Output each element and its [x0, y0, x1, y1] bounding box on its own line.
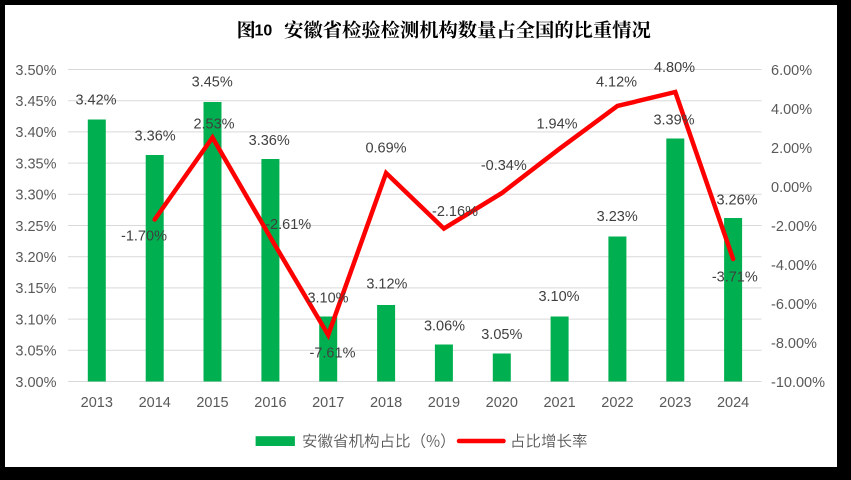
svg-text:-7.61%: -7.61%	[310, 345, 356, 361]
svg-text:3.50%: 3.50%	[15, 63, 56, 79]
svg-text:3.25%: 3.25%	[15, 219, 56, 235]
svg-text:3.45%: 3.45%	[192, 75, 233, 91]
svg-text:6.00%: 6.00%	[771, 63, 812, 79]
svg-text:3.00%: 3.00%	[15, 375, 56, 391]
svg-text:3.36%: 3.36%	[249, 133, 290, 149]
svg-text:2018: 2018	[370, 395, 402, 411]
svg-text:2019: 2019	[428, 395, 460, 411]
svg-text:2017: 2017	[312, 395, 344, 411]
svg-text:3.23%: 3.23%	[597, 209, 638, 225]
svg-text:3.40%: 3.40%	[15, 125, 56, 141]
svg-text:2023: 2023	[659, 395, 691, 411]
svg-text:2024: 2024	[717, 395, 749, 411]
svg-text:3.05%: 3.05%	[15, 344, 56, 360]
svg-text:2016: 2016	[254, 395, 286, 411]
svg-text:1.94%: 1.94%	[536, 116, 577, 132]
svg-text:-1.70%: -1.70%	[121, 228, 167, 244]
svg-text:2014: 2014	[139, 395, 171, 411]
svg-text:2013: 2013	[81, 395, 113, 411]
svg-text:-10.00%: -10.00%	[771, 375, 825, 391]
svg-text:3.12%: 3.12%	[366, 277, 407, 293]
svg-text:3.20%: 3.20%	[15, 250, 56, 266]
svg-text:3.42%: 3.42%	[75, 92, 116, 108]
svg-text:-2.61%: -2.61%	[265, 217, 311, 233]
svg-text:3.10%: 3.10%	[307, 290, 348, 306]
svg-text:3.36%: 3.36%	[135, 128, 176, 144]
svg-text:4.80%: 4.80%	[654, 60, 695, 76]
svg-text:-3.71%: -3.71%	[712, 269, 758, 285]
svg-text:3.45%: 3.45%	[15, 94, 56, 110]
svg-text:3.35%: 3.35%	[15, 156, 56, 172]
svg-text:3.39%: 3.39%	[653, 112, 694, 128]
svg-text:0.00%: 0.00%	[771, 180, 812, 196]
svg-text:2.53%: 2.53%	[193, 117, 234, 133]
svg-text:-8.00%: -8.00%	[771, 336, 817, 352]
svg-text:3.10%: 3.10%	[15, 312, 56, 328]
svg-text:0.69%: 0.69%	[365, 141, 406, 157]
svg-text:2021: 2021	[543, 395, 575, 411]
svg-text:2.00%: 2.00%	[771, 141, 812, 157]
svg-text:3.05%: 3.05%	[481, 327, 522, 343]
svg-text:3.15%: 3.15%	[15, 281, 56, 297]
svg-text:2020: 2020	[486, 395, 518, 411]
svg-text:-4.00%: -4.00%	[771, 258, 817, 274]
svg-text:3.06%: 3.06%	[424, 319, 465, 335]
svg-text:-0.34%: -0.34%	[481, 158, 527, 174]
svg-text:10: 10	[255, 23, 273, 40]
svg-text:3.30%: 3.30%	[15, 188, 56, 204]
svg-text:4.00%: 4.00%	[771, 102, 812, 118]
svg-text:-6.00%: -6.00%	[771, 297, 817, 313]
svg-text:2015: 2015	[196, 395, 228, 411]
svg-text:3.26%: 3.26%	[716, 192, 757, 208]
svg-text:-2.16%: -2.16%	[432, 204, 478, 220]
svg-text:-2.00%: -2.00%	[771, 219, 817, 235]
svg-text:2022: 2022	[601, 395, 633, 411]
svg-text:3.10%: 3.10%	[538, 289, 579, 305]
svg-text:4.12%: 4.12%	[596, 74, 637, 90]
